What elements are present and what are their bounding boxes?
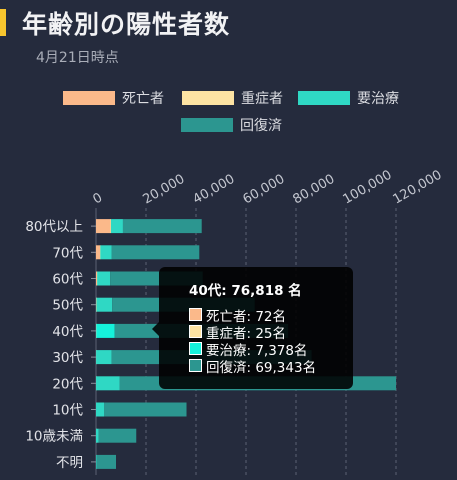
bar-60代-series-1 xyxy=(96,271,97,286)
chart-tooltip: 40代: 76,818 名 死亡者: 72名 重症者: 25名 要治療: 7,3… xyxy=(152,267,353,389)
bar-80代以上-series-3 xyxy=(110,219,123,234)
legend-label-3: 要治療 xyxy=(357,90,399,107)
y-category-label: 80代以上 xyxy=(25,219,83,235)
x-tick-label: 40,000 xyxy=(191,172,238,208)
title-accent-bar xyxy=(0,9,6,36)
tooltip-row-text: 回復済: 69,343名 xyxy=(206,359,317,376)
x-tick-label: 20,000 xyxy=(141,172,188,208)
y-category-label: 10代 xyxy=(52,403,83,419)
chart-title: 年齢別の陽性者数 xyxy=(22,10,231,39)
tooltip-swatch xyxy=(189,308,202,321)
tooltip-row-recovered: 回復済: 69,343名 xyxy=(189,357,339,376)
bar-60代-series-3 xyxy=(97,271,111,286)
y-category-label: 60代 xyxy=(52,272,83,288)
bar-10代-series-3 xyxy=(96,402,105,417)
legend-label-1: 死亡者 xyxy=(122,91,164,107)
bar-10歳未満-series-4 xyxy=(98,428,137,443)
bar-50代-series-1 xyxy=(96,297,97,312)
tooltip-row-text: 死亡者: 72名 xyxy=(206,308,287,325)
bar-20代-series-3 xyxy=(96,376,120,391)
x-tick-label: 60,000 xyxy=(241,172,288,208)
bar-不明-series-3 xyxy=(96,454,97,469)
bar-80代以上-series-4 xyxy=(122,219,202,234)
legend-label-2: 重症者 xyxy=(241,91,283,107)
bar-70代-series-4 xyxy=(111,245,200,260)
bar-50代-series-3 xyxy=(96,297,113,312)
tooltip-arrow xyxy=(152,322,159,336)
tooltip-row-deaths: 死亡者: 72名 xyxy=(189,306,339,325)
tooltip-row-text: 要治療: 7,378名 xyxy=(206,342,308,359)
tooltip-swatch xyxy=(189,359,202,372)
bar-80代以上-series-1 xyxy=(96,219,111,234)
bar-70代-series-3 xyxy=(100,245,112,260)
legend-swatch-1 xyxy=(63,91,115,105)
bar-80代以上-series-2 xyxy=(110,219,111,234)
y-category-label: 30代 xyxy=(52,350,83,366)
tooltip-row-text: 重症者: 25名 xyxy=(206,325,287,342)
x-tick-label: 100,000 xyxy=(341,168,395,208)
y-category-label: 70代 xyxy=(52,245,83,261)
y-category-label: 10歳未満 xyxy=(25,429,83,445)
bar-40代-series-3 xyxy=(96,323,115,338)
bar-10代-series-4 xyxy=(104,402,187,417)
tooltip-title: 40代: 76,818 名 xyxy=(189,283,302,299)
y-category-label: 50代 xyxy=(52,298,83,314)
legend-swatch-3 xyxy=(298,91,350,105)
x-tick-label: 120,000 xyxy=(391,168,445,208)
bar-70代-series-2 xyxy=(100,245,101,260)
bar-30代-series-3 xyxy=(96,350,112,365)
bar-10歳未満-series-3 xyxy=(96,428,99,443)
legend-label-4: 回復済 xyxy=(240,117,282,134)
tooltip-row-treatment: 要治療: 7,378名 xyxy=(189,340,339,359)
chart-subtitle: 4月21日時点 xyxy=(36,50,119,66)
y-category-label: 40代 xyxy=(52,324,83,340)
legend-swatch-2 xyxy=(182,91,234,105)
y-category-label: 20代 xyxy=(52,376,83,392)
bar-70代-series-1 xyxy=(96,245,100,260)
tooltip-row-severe: 重症者: 25名 xyxy=(189,323,339,342)
tooltip-swatch xyxy=(189,325,202,338)
bar-不明-series-4 xyxy=(96,454,116,469)
y-category-label: 不明 xyxy=(56,455,83,471)
x-tick-label: 0 xyxy=(91,190,106,207)
tooltip-swatch xyxy=(189,342,202,355)
legend-swatch-4 xyxy=(181,118,233,132)
x-tick-label: 80,000 xyxy=(291,172,338,208)
